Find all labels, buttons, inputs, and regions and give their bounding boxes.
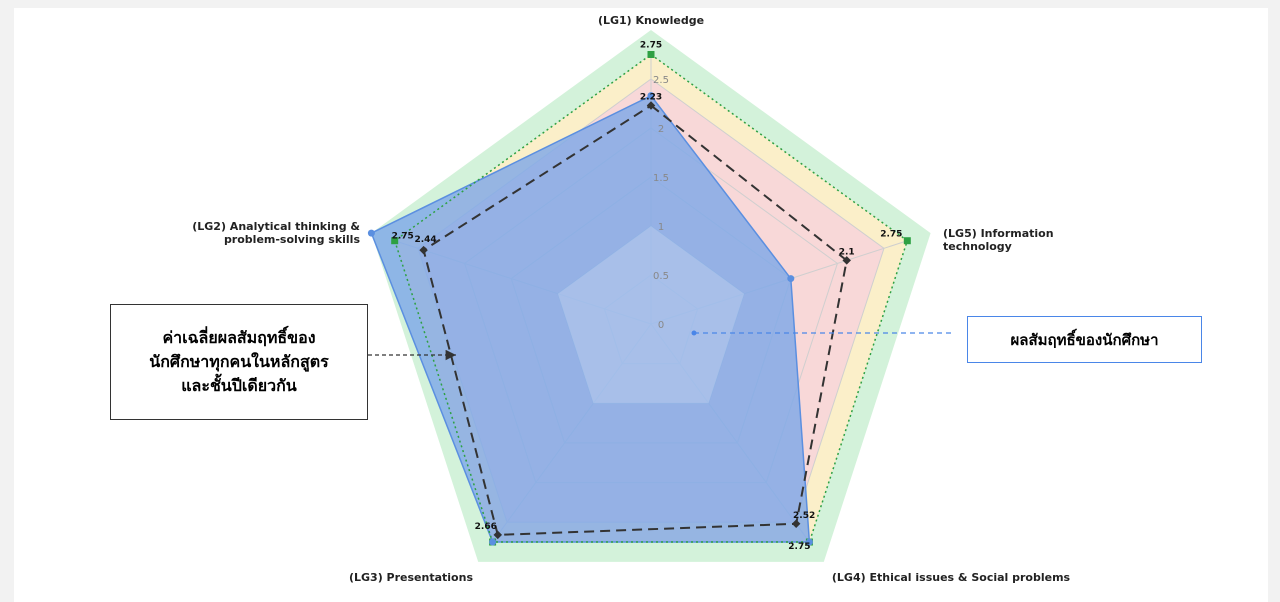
student-point	[367, 229, 375, 237]
average-value-label: 2.1	[839, 247, 855, 257]
average-value-label: 2.23	[640, 92, 662, 102]
maximum-point	[647, 51, 655, 58]
student-callout-box: ผลสัมฤทธิ์ของนักศึกษา	[967, 316, 1202, 363]
r-tick-label: 0	[658, 320, 664, 331]
axis-label: (LG4) Ethical issues & Social problems	[832, 571, 1071, 584]
axis-label: problem-solving skills	[224, 233, 361, 246]
axis-label: (LG1) Knowledge	[598, 14, 704, 27]
r-tick-label: 0.5	[653, 271, 669, 282]
student-point	[787, 275, 795, 283]
average-callout-box: ค่าเฉลี่ยผลสัมฤทธิ์ของ นักศึกษาทุกคนในหล…	[110, 304, 368, 420]
axis-label: (LG3) Presentations	[349, 571, 473, 584]
average-value-label: 2.44	[414, 235, 436, 245]
r-tick-label: 1	[658, 222, 664, 233]
axis-label: (LG5) Information	[943, 227, 1054, 240]
average-callout-line-3: และชั้นปีเดียวกัน	[181, 376, 297, 395]
maximum-point	[903, 237, 911, 245]
average-callout-line-1: ค่าเฉลี่ยผลสัมฤทธิ์ของ	[162, 328, 316, 347]
maximum-series-line	[393, 53, 909, 543]
average-value-label: 2.66	[475, 522, 497, 532]
average-point	[791, 519, 801, 529]
student-point	[489, 538, 497, 546]
student-point	[647, 92, 655, 100]
axis-label: (LG2) Analytical thinking &	[192, 220, 360, 233]
r-tick-label: 2.5	[653, 75, 669, 86]
student-callout-arrow-dot	[691, 330, 697, 336]
average-callout-line-2: นักศึกษาทุกคนในหลักสูตร	[149, 352, 329, 371]
average-value-label: 2.52	[793, 511, 815, 521]
r-tick-label: 1.5	[653, 173, 669, 184]
chart-panel: 0 0.5 1 1.5 2 2.5 2.75 2.75 2.75 2.75 2.23 2.1 2.52 2…	[14, 8, 1268, 602]
maximum-value-label: 2.75	[880, 230, 902, 240]
average-point	[493, 530, 503, 540]
average-point	[419, 245, 428, 255]
radar-chart: 0 0.5 1 1.5 2 2.5 2.75 2.75 2.75 2.75 2.23 2.1 2.52 2…	[192, 14, 1071, 584]
r-tick-label: 2	[658, 124, 664, 135]
axis-label: technology	[943, 240, 1012, 253]
average-series-line	[422, 104, 848, 536]
maximum-point	[391, 237, 399, 245]
student-callout-text: ผลสัมฤทธิ์ของนักศึกษา	[1010, 330, 1159, 349]
maximum-value-label: 2.75	[788, 542, 810, 552]
maximum-value-label: 2.75	[392, 232, 414, 242]
maximum-value-label: 2.75	[640, 41, 662, 51]
student-series-area	[370, 94, 811, 543]
inner-highlight	[557, 226, 745, 404]
student-point	[805, 538, 813, 546]
average-point	[842, 256, 851, 265]
